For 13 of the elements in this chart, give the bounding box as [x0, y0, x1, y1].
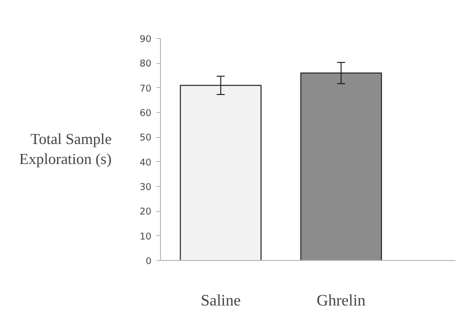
- y-tick-label: 40: [140, 157, 152, 168]
- y-tick-label: 10: [140, 231, 152, 242]
- y-tick-label: 90: [140, 34, 152, 45]
- y-tick-label: 20: [140, 206, 152, 218]
- y-tick-label: 0: [146, 256, 152, 267]
- y-tick-label: 30: [140, 182, 152, 193]
- x-tick-label: Saline: [200, 292, 241, 310]
- y-tick-label: 60: [140, 108, 152, 119]
- y-tick-label: 50: [140, 132, 152, 144]
- y-axis-title: Total Sample Exploration (s): [19, 130, 112, 168]
- x-tick-label: Ghrelin: [316, 292, 366, 310]
- y-tick-label: 80: [140, 58, 152, 70]
- y-tick-label: 70: [140, 83, 152, 94]
